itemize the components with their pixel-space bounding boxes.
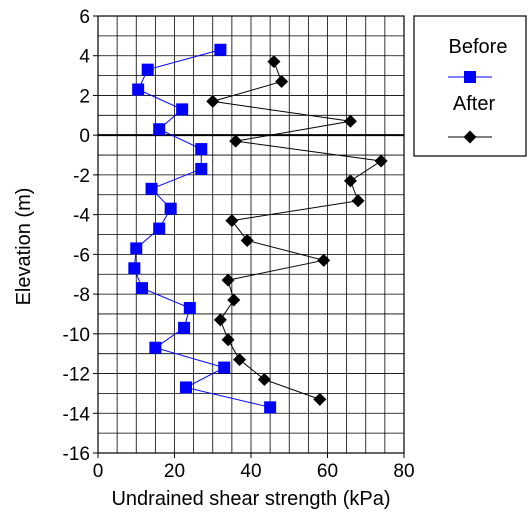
data-point-before — [179, 381, 192, 394]
y-tick-label: -16 — [63, 444, 90, 465]
data-point-after — [225, 214, 239, 228]
data-point-before — [195, 143, 208, 156]
y-tick-label: -10 — [63, 325, 90, 346]
data-point-after — [213, 313, 227, 327]
data-point-before — [214, 43, 227, 56]
y-axis-title: Elevation (m) — [13, 188, 35, 306]
y-tick-label: -8 — [73, 285, 90, 306]
data-point-after — [229, 134, 243, 148]
grid — [98, 16, 404, 453]
series-after — [206, 55, 388, 406]
data-point-before — [130, 242, 143, 255]
data-point-after — [351, 194, 365, 208]
data-point-after — [221, 273, 235, 287]
x-axis-title: Undrained shear strength (kPa) — [111, 488, 390, 510]
series-before — [128, 43, 277, 414]
data-point-before — [132, 83, 145, 96]
data-point-before — [164, 202, 177, 215]
legend-swatch-before — [448, 71, 492, 83]
data-point-after — [240, 233, 254, 247]
series-layer — [128, 43, 388, 414]
data-point-before — [135, 282, 148, 295]
x-tick-label: 40 — [240, 461, 261, 482]
data-point-before — [195, 162, 208, 175]
legend-marker-after — [463, 130, 477, 144]
x-tick-label: 0 — [93, 461, 104, 482]
data-point-before — [176, 103, 189, 116]
data-point-after — [313, 392, 327, 406]
data-point-before — [264, 401, 277, 414]
data-point-before — [183, 301, 196, 314]
data-point-before — [128, 262, 141, 275]
y-tick-label: -12 — [63, 365, 90, 386]
y-tick-label: 2 — [79, 86, 90, 107]
data-point-after — [343, 174, 357, 188]
series-line-after — [212, 61, 383, 400]
data-point-after — [374, 154, 388, 168]
data-point-before — [153, 222, 166, 235]
y-tick-label: 0 — [79, 126, 90, 147]
data-point-after — [267, 55, 281, 69]
data-point-after — [343, 114, 357, 128]
x-tick-label: 60 — [317, 461, 338, 482]
x-tick-label: 20 — [164, 461, 185, 482]
data-point-before — [218, 361, 231, 374]
y-tick-label: -6 — [73, 245, 90, 266]
data-point-before — [149, 341, 162, 354]
legend-marker-before — [464, 71, 476, 83]
data-point-after — [317, 253, 331, 267]
x-tick-label: 80 — [393, 461, 414, 482]
data-point-before — [153, 123, 166, 136]
y-tick-label: 4 — [79, 47, 90, 68]
data-point-before — [145, 182, 158, 195]
legend-swatch-after — [448, 130, 492, 144]
data-point-after — [233, 353, 247, 367]
y-tick-label: 6 — [79, 7, 90, 28]
data-point-after — [221, 333, 235, 347]
y-tick-label: -14 — [63, 404, 91, 425]
data-point-after — [257, 373, 271, 387]
data-point-before — [141, 63, 154, 76]
data-point-after — [275, 75, 289, 89]
data-point-after — [206, 94, 220, 108]
legend-label-after: After — [453, 93, 496, 115]
legend-label-before: Before — [449, 36, 508, 58]
data-point-before — [178, 321, 191, 334]
y-tick-label: -2 — [73, 166, 90, 187]
legend: Before After — [413, 15, 527, 157]
y-tick-label: -4 — [73, 206, 90, 227]
data-point-after — [227, 293, 241, 307]
